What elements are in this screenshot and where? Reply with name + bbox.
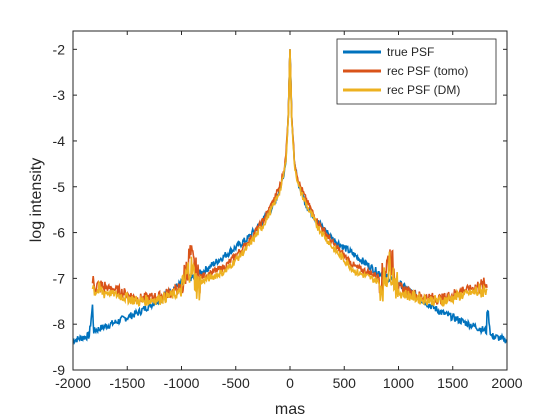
legend-label-2: rec PSF (DM) — [387, 83, 460, 97]
x-tick-label: -500 — [222, 375, 250, 391]
x-tick-label: 2000 — [491, 375, 522, 391]
series-layer — [72, 49, 508, 345]
y-tick-label: -2 — [53, 41, 66, 57]
y-tick-label: -9 — [53, 362, 66, 378]
x-tick-label: -2000 — [55, 375, 91, 391]
legend: true PSF rec PSF (tomo) rec PSF (DM) — [336, 38, 497, 105]
y-tick-label: -7 — [53, 270, 66, 286]
legend-label-0: true PSF — [387, 45, 434, 59]
y-tick-label: -3 — [53, 87, 66, 103]
legend-label-1: rec PSF (tomo) — [387, 64, 468, 78]
x-tick-label: 1500 — [437, 375, 468, 391]
x-tick-label: 0 — [286, 375, 294, 391]
y-tick-label: -5 — [53, 179, 66, 195]
x-axis-label: mas — [275, 401, 305, 418]
x-tick-label: 1000 — [383, 375, 414, 391]
y-tick-label: -8 — [53, 316, 66, 332]
y-tick-label: -6 — [53, 225, 66, 241]
series-peak-2 — [287, 49, 293, 119]
y-axis-label: log intensity — [28, 158, 45, 243]
ticks-layer: -2000 -1500 -1000 -500 0 500 1000 1500 2000 -2 -3 -… — [53, 31, 523, 391]
x-tick-label: 500 — [333, 375, 357, 391]
x-tick-label: -1500 — [109, 375, 145, 391]
y-tick-label: -4 — [53, 133, 66, 149]
x-tick-label: -1000 — [164, 375, 200, 391]
